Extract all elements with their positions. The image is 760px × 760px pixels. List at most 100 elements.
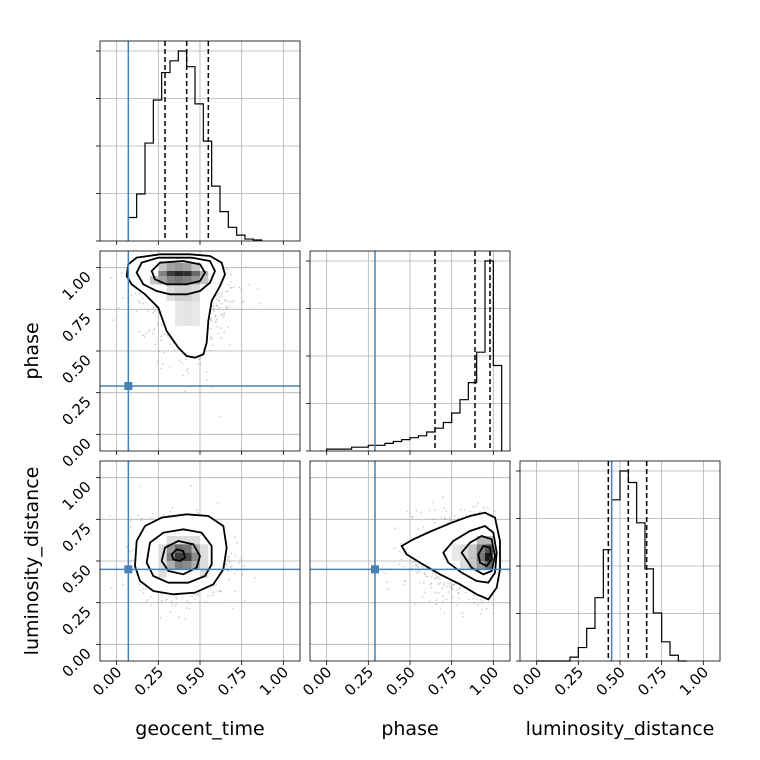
x-tick-label: 0.25 bbox=[131, 663, 167, 699]
scatter-point bbox=[215, 304, 218, 307]
scatter-point bbox=[492, 603, 494, 606]
scatter-point bbox=[137, 514, 140, 517]
scatter-point bbox=[414, 564, 417, 566]
scatter-point bbox=[153, 327, 156, 330]
scatter-point bbox=[215, 304, 218, 307]
scatter-point bbox=[221, 315, 224, 318]
scatter-point bbox=[234, 536, 236, 539]
scatter-point bbox=[403, 580, 406, 582]
scatter-point bbox=[479, 612, 482, 615]
scatter-point bbox=[437, 577, 440, 580]
contour-level-3 bbox=[150, 260, 207, 286]
scatter-point bbox=[437, 575, 440, 578]
density-cell bbox=[183, 276, 192, 285]
scatter-point bbox=[493, 510, 496, 513]
scatter-point bbox=[215, 318, 218, 321]
scatter-point bbox=[178, 359, 181, 362]
scatter-point bbox=[433, 521, 436, 524]
density-cell bbox=[183, 552, 192, 561]
scatter-point bbox=[152, 307, 155, 310]
scatter-point bbox=[434, 591, 437, 594]
scatter-point bbox=[411, 515, 413, 518]
scatter-point bbox=[434, 577, 437, 580]
scatter-point bbox=[492, 612, 495, 615]
scatter-point bbox=[434, 572, 436, 575]
scatter-point bbox=[194, 598, 197, 601]
x-axis-label-luminosity-distance: luminosity_distance bbox=[526, 718, 715, 740]
scatter-point bbox=[483, 507, 486, 509]
scatter-point bbox=[455, 589, 458, 592]
scatter-point bbox=[156, 323, 159, 326]
y-axis-label-phase: phase bbox=[21, 322, 43, 379]
density-cell bbox=[175, 301, 184, 326]
scatter-point bbox=[151, 513, 154, 515]
scatter-point bbox=[393, 547, 396, 550]
scatter-point bbox=[384, 572, 387, 575]
scatter-point bbox=[217, 299, 220, 302]
scatter-point bbox=[223, 313, 225, 316]
x-tick-label: 1.00 bbox=[256, 663, 292, 699]
scatter-point bbox=[122, 297, 125, 300]
scatter-point bbox=[120, 272, 123, 275]
scatter-point bbox=[193, 593, 196, 596]
scatter-point bbox=[448, 582, 451, 585]
scatter-point bbox=[227, 300, 230, 303]
scatter-point bbox=[453, 514, 456, 517]
contour-level-4 bbox=[170, 548, 187, 562]
scatter-point bbox=[239, 288, 242, 291]
density-cell bbox=[468, 544, 477, 570]
truth-marker bbox=[371, 565, 379, 574]
scatter-point bbox=[452, 588, 455, 590]
scatter-point bbox=[421, 566, 424, 569]
scatter-point bbox=[243, 300, 245, 303]
scatter-point bbox=[457, 592, 460, 595]
scatter-point bbox=[234, 555, 237, 557]
y-tick-label: 1.00 bbox=[58, 478, 94, 514]
scatter-point bbox=[398, 563, 401, 566]
scatter-point bbox=[227, 555, 230, 558]
scatter-point bbox=[435, 603, 438, 606]
scatter-point bbox=[218, 415, 221, 418]
scatter-point bbox=[216, 298, 218, 301]
scatter-point bbox=[221, 313, 223, 316]
y-tick-label: 0.75 bbox=[58, 519, 94, 555]
scatter-point bbox=[175, 597, 178, 600]
scatter-point bbox=[214, 584, 217, 587]
scatter-point bbox=[144, 332, 147, 335]
scatter-point bbox=[229, 286, 232, 289]
scatter-point bbox=[398, 550, 401, 553]
scatter-point bbox=[451, 584, 454, 586]
scatter-point bbox=[223, 298, 226, 301]
scatter-point bbox=[228, 578, 230, 581]
x-tick-label: 0.25 bbox=[551, 663, 587, 699]
scatter-point bbox=[210, 327, 212, 330]
density-cell bbox=[175, 284, 184, 301]
scatter-point bbox=[160, 335, 163, 338]
panel-phase-vs-geocent-time: 0.00 0.25 0.50 0.75 1.00 bbox=[58, 250, 301, 471]
density-cell bbox=[191, 561, 200, 570]
density-cell bbox=[175, 552, 184, 561]
density-cell bbox=[485, 552, 490, 561]
scatter-point bbox=[232, 286, 235, 289]
density-cell bbox=[476, 536, 494, 545]
scatter-point bbox=[146, 309, 149, 312]
scatter-point bbox=[160, 339, 162, 342]
scatter-point bbox=[187, 601, 190, 604]
scatter-point bbox=[149, 517, 152, 519]
scatter-point bbox=[220, 590, 222, 593]
scatter-point bbox=[152, 329, 155, 332]
x-tick-label: 0.50 bbox=[382, 663, 418, 699]
scatter-point bbox=[220, 295, 223, 297]
scatter-point bbox=[487, 507, 489, 510]
scatter-point bbox=[169, 343, 172, 346]
scatter-point bbox=[148, 328, 151, 331]
scatter-point bbox=[209, 318, 212, 320]
scatter-point bbox=[244, 265, 247, 268]
scatter-point bbox=[135, 310, 138, 313]
scatter-point bbox=[209, 586, 212, 589]
scatter-point bbox=[175, 595, 177, 598]
scatter-point bbox=[210, 338, 213, 341]
density-cell bbox=[451, 544, 460, 561]
scatter-point bbox=[199, 363, 202, 366]
scatter-point bbox=[162, 362, 164, 365]
